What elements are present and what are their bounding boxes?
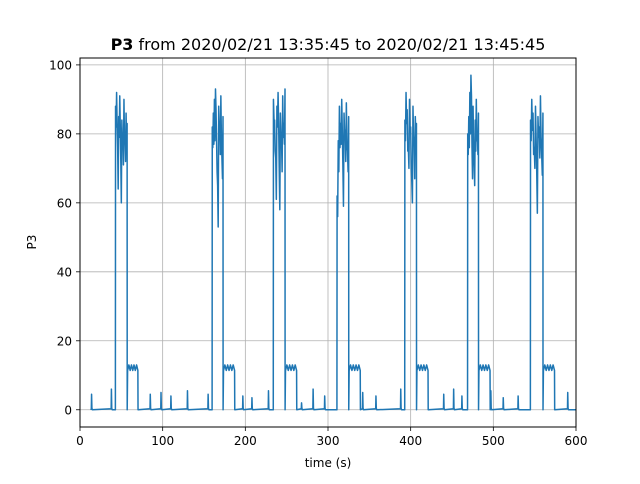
y-tick-label: 100 <box>49 58 72 72</box>
x-tick-label: 200 <box>234 434 257 448</box>
x-axis-label: time (s) <box>305 456 352 470</box>
series-line-p3 <box>90 74 576 411</box>
x-tick-label: 600 <box>565 434 588 448</box>
y-tick-label: 0 <box>64 403 72 417</box>
chart-title-rest: from 2020/02/21 13:35:45 to 2020/02/21 1… <box>133 35 545 54</box>
x-axis-ticks: 0 100 200 300 400 500 600 <box>76 427 587 448</box>
y-tick-label: 80 <box>57 127 72 141</box>
grid <box>79 58 577 427</box>
x-tick-label: 400 <box>399 434 422 448</box>
y-tick-label: 60 <box>57 196 72 210</box>
x-tick-label: 500 <box>482 434 505 448</box>
chart-title-bold: P3 <box>111 35 134 54</box>
y-axis-label: P3 <box>25 235 39 250</box>
chart-title: P3 from 2020/02/21 13:35:45 to 2020/02/2… <box>111 35 546 54</box>
y-tick-label: 20 <box>57 334 72 348</box>
x-tick-label: 100 <box>151 434 174 448</box>
x-tick-label: 0 <box>76 434 84 448</box>
x-tick-label: 300 <box>317 434 340 448</box>
y-axis-ticks: 0 20 40 60 80 100 <box>49 58 80 417</box>
y-tick-label: 40 <box>57 265 72 279</box>
series-layer <box>90 74 576 411</box>
